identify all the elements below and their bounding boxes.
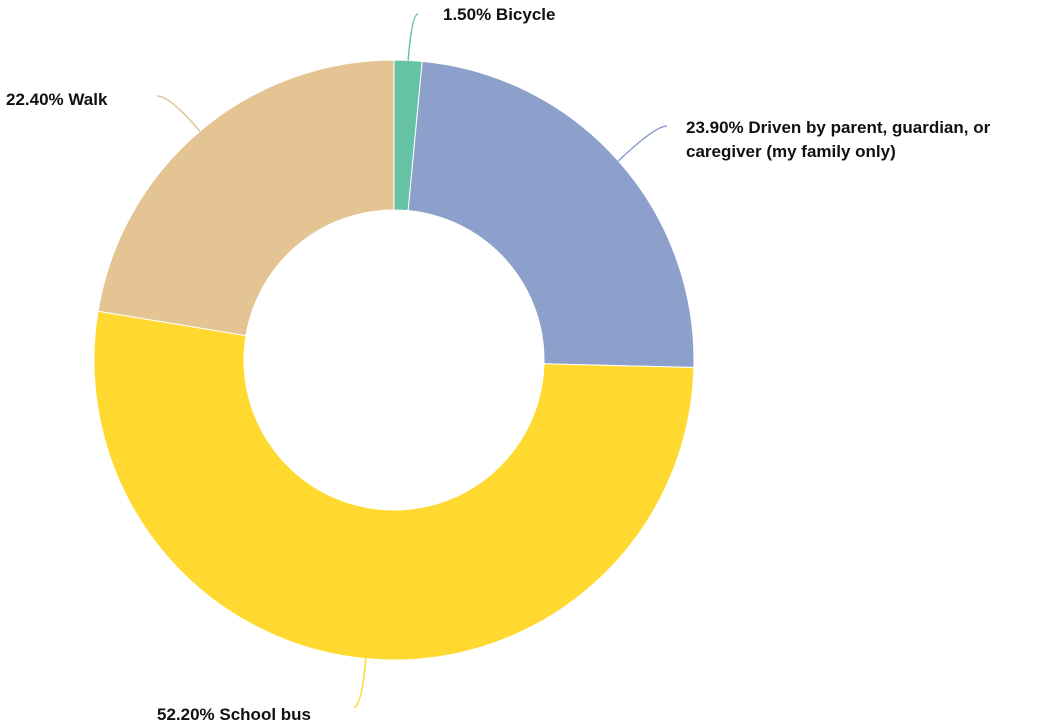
slice-label-driven-by-parent: 23.90% Driven by parent, guardian, or ca… bbox=[686, 118, 991, 161]
slice-school-bus bbox=[93, 310, 695, 661]
slice-label-bicycle: 1.50% Bicycle bbox=[443, 5, 556, 24]
slice-label-school-bus: 52.20% School bus bbox=[157, 705, 311, 724]
slice-label-walk: 22.40% Walk bbox=[6, 90, 108, 109]
leader-line-walk bbox=[156, 95, 201, 132]
leader-line-bicycle bbox=[407, 13, 419, 61]
slice-driven-by-parent-guardian-or-caregiver-my-family-only bbox=[407, 60, 695, 369]
leader-line-driven-by-parent-guardian-or-caregiver-my-family-only bbox=[617, 125, 668, 162]
leader-line-school-bus bbox=[353, 658, 367, 709]
slice-walk bbox=[97, 59, 395, 337]
